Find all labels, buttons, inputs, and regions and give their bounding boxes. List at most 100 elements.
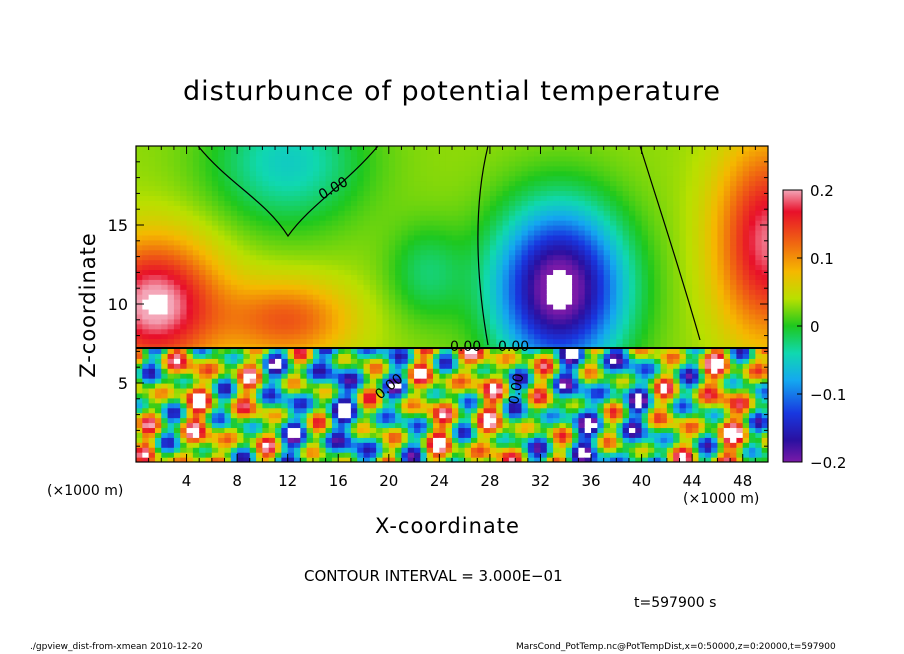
field-cell — [584, 220, 592, 226]
field-cell — [369, 422, 377, 429]
field-cell — [464, 225, 472, 231]
field-cell — [546, 427, 554, 433]
field-cell — [546, 437, 554, 443]
field-cell — [458, 195, 466, 201]
field-cell — [237, 368, 245, 374]
field-cell — [496, 343, 504, 350]
field-cell — [610, 239, 617, 246]
field-cell — [161, 358, 169, 364]
field-cell — [167, 155, 175, 162]
field-cell — [508, 175, 516, 182]
field-cell — [597, 244, 605, 251]
field-cell — [350, 155, 358, 162]
field-cell — [319, 353, 327, 359]
field-cell — [395, 195, 403, 201]
field-cell — [414, 264, 421, 271]
field-cell — [192, 195, 200, 201]
field-cell — [300, 195, 308, 201]
field-cell — [426, 348, 434, 354]
field-cell — [565, 160, 573, 167]
field-cell — [142, 195, 150, 201]
field-cell — [433, 299, 440, 305]
field-cell — [426, 308, 434, 315]
field-cell — [331, 457, 339, 462]
field-cell — [268, 205, 276, 211]
field-cell — [540, 328, 548, 335]
field-cell — [483, 284, 491, 290]
field-cell — [325, 254, 333, 261]
field-cell — [136, 373, 143, 379]
field-cell — [395, 185, 403, 192]
field-cell — [445, 185, 453, 192]
field-cell — [192, 294, 200, 300]
field-cell — [167, 373, 175, 379]
field-cell — [382, 373, 390, 379]
field-cell — [268, 343, 276, 350]
field-cell — [142, 427, 150, 433]
field-cell — [350, 185, 358, 192]
field-cell — [205, 150, 213, 157]
field-cell — [426, 437, 434, 443]
field-cell — [142, 397, 150, 404]
field-cell — [565, 387, 573, 394]
field-cell — [357, 284, 365, 290]
field-cell — [464, 422, 472, 429]
field-cell — [388, 210, 396, 216]
field-cell — [470, 363, 478, 369]
field-cell — [312, 402, 320, 409]
field-cell — [376, 452, 384, 458]
field-cell — [407, 215, 415, 221]
field-cell — [452, 269, 459, 275]
field-cell — [376, 229, 384, 236]
field-cell — [237, 195, 245, 201]
field-cell — [312, 229, 320, 236]
field-cell — [401, 412, 409, 419]
field-cell — [470, 457, 478, 462]
field-cell — [433, 397, 440, 404]
field-cell — [287, 378, 295, 384]
field-cell — [527, 215, 535, 221]
field-cell — [319, 170, 327, 177]
field-cell — [148, 457, 156, 462]
field-cell — [439, 407, 447, 414]
field-cell — [230, 368, 238, 374]
field-cell — [281, 284, 289, 290]
field-cell — [414, 397, 421, 404]
field-cell — [591, 333, 598, 340]
field-cell — [300, 378, 308, 384]
field-cell — [262, 185, 270, 192]
field-cell — [420, 378, 428, 384]
field-cell — [572, 229, 579, 236]
field-cell — [414, 195, 421, 201]
field-cell — [553, 407, 561, 414]
field-cell — [521, 165, 529, 172]
field-cell — [173, 338, 181, 345]
field-cell — [616, 353, 624, 359]
field-cell — [433, 383, 440, 389]
field-cell — [344, 328, 352, 335]
field-cell — [363, 234, 371, 241]
field-cell — [224, 387, 232, 394]
field-cell — [192, 343, 200, 350]
field-cell — [610, 422, 617, 429]
field-cell — [294, 358, 301, 364]
field-cell — [616, 323, 624, 330]
field-cell — [224, 229, 232, 236]
field-cell — [395, 229, 403, 236]
field-cell — [180, 155, 188, 162]
field-cell — [167, 254, 175, 261]
field-cell — [597, 358, 605, 364]
field-cell — [458, 160, 466, 167]
field-cell — [224, 220, 232, 226]
field-cell — [540, 402, 548, 409]
field-cell — [243, 146, 251, 152]
field-cell — [312, 422, 320, 429]
field-cell — [591, 220, 598, 226]
field-cell — [262, 234, 270, 241]
field-cell — [565, 363, 573, 369]
field-cell — [502, 165, 510, 172]
field-cell — [426, 343, 434, 350]
field-cell — [489, 195, 497, 201]
field-cell — [395, 442, 403, 448]
field-cell — [262, 239, 270, 246]
